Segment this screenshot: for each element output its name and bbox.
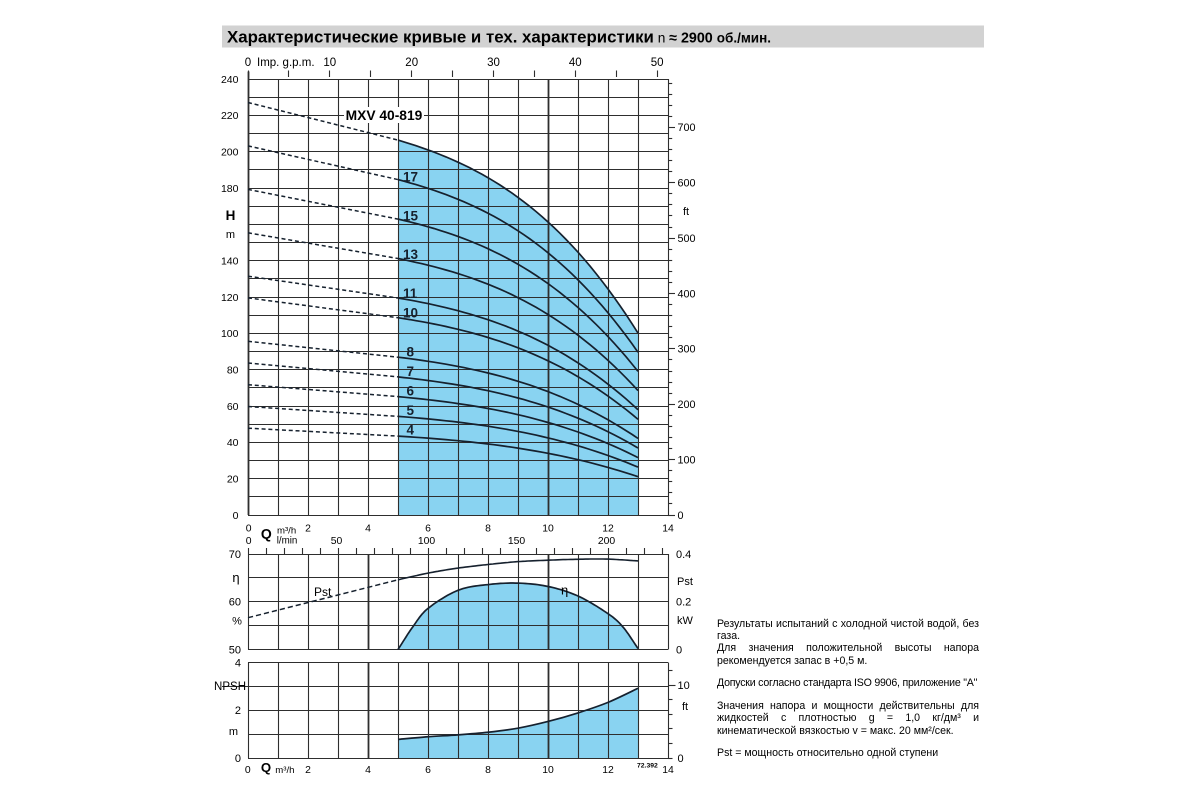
svg-text:30: 30 <box>487 57 500 69</box>
svg-text:6: 6 <box>425 523 431 534</box>
svg-text:0: 0 <box>245 57 251 69</box>
svg-text:6: 6 <box>425 765 431 776</box>
svg-text:14: 14 <box>662 765 674 776</box>
svg-text:14: 14 <box>662 523 674 534</box>
svg-text:10: 10 <box>678 680 690 692</box>
svg-text:4: 4 <box>365 523 371 534</box>
svg-text:4: 4 <box>365 765 371 776</box>
svg-text:10: 10 <box>542 765 554 776</box>
svg-text:8: 8 <box>485 523 491 534</box>
svg-text:12: 12 <box>602 523 614 534</box>
svg-text:20: 20 <box>227 474 239 486</box>
svg-text:10: 10 <box>403 306 418 321</box>
svg-text:300: 300 <box>678 344 696 356</box>
svg-text:150: 150 <box>508 536 526 547</box>
svg-text:0: 0 <box>246 523 252 534</box>
svg-text:Q: Q <box>261 760 271 775</box>
svg-text:m: m <box>229 726 238 738</box>
svg-text:ft: ft <box>682 701 688 713</box>
svg-text:NPSH: NPSH <box>214 681 246 693</box>
svg-text:0: 0 <box>678 753 684 765</box>
svg-text:0: 0 <box>233 510 239 522</box>
svg-text:0.2: 0.2 <box>676 597 691 609</box>
svg-text:7: 7 <box>407 364 415 379</box>
svg-text:400: 400 <box>678 288 696 300</box>
svg-text:5: 5 <box>407 403 415 418</box>
svg-text:200: 200 <box>598 536 616 547</box>
svg-text:6: 6 <box>407 383 415 398</box>
svg-text:0: 0 <box>676 644 682 656</box>
svg-text:500: 500 <box>678 233 696 245</box>
svg-text:220: 220 <box>221 110 239 122</box>
svg-text:100: 100 <box>678 454 696 466</box>
svg-text:180: 180 <box>221 183 239 195</box>
svg-text:Характеристические кривые и те: Характеристические кривые и тех. характе… <box>227 28 771 47</box>
svg-text:MXV 40-819: MXV 40-819 <box>346 108 423 123</box>
svg-text:kW: kW <box>677 615 694 627</box>
svg-text:20: 20 <box>405 57 418 69</box>
svg-text:2: 2 <box>235 705 241 717</box>
svg-text:0: 0 <box>235 753 241 765</box>
svg-text:m³/h: m³/h <box>275 765 294 776</box>
svg-text:η: η <box>561 583 568 598</box>
svg-text:H: H <box>226 208 236 223</box>
svg-text:Q: Q <box>261 526 272 542</box>
svg-text:Pst: Pst <box>677 576 693 588</box>
svg-text:50: 50 <box>229 644 241 656</box>
svg-text:200: 200 <box>221 147 239 159</box>
svg-text:m: m <box>226 229 235 241</box>
svg-text:50: 50 <box>651 57 664 69</box>
svg-text:200: 200 <box>678 399 696 411</box>
svg-text:70: 70 <box>229 549 241 561</box>
svg-text:0: 0 <box>678 510 684 522</box>
svg-text:ft: ft <box>683 206 689 218</box>
svg-text:40: 40 <box>227 437 239 449</box>
svg-text:60: 60 <box>229 597 241 609</box>
svg-text:0: 0 <box>246 536 252 547</box>
svg-text:m³/h: m³/h <box>277 526 296 537</box>
svg-text:100: 100 <box>221 328 239 340</box>
svg-text:0.4: 0.4 <box>676 549 691 561</box>
svg-text:8: 8 <box>485 765 491 776</box>
svg-text:2: 2 <box>305 765 311 776</box>
svg-text:12: 12 <box>602 765 614 776</box>
svg-text:50: 50 <box>331 536 343 547</box>
svg-text:72.392: 72.392 <box>637 763 658 770</box>
svg-text:120: 120 <box>221 292 239 304</box>
svg-text:l/min: l/min <box>277 535 298 546</box>
svg-text:η: η <box>232 570 239 585</box>
svg-text:10: 10 <box>542 523 554 534</box>
svg-text:100: 100 <box>418 536 436 547</box>
svg-text:4: 4 <box>235 657 241 669</box>
svg-text:0: 0 <box>245 765 251 776</box>
svg-text:40: 40 <box>569 57 582 69</box>
svg-text:240: 240 <box>221 74 239 86</box>
svg-text:4: 4 <box>407 422 415 437</box>
svg-text:Imp. g.p.m.: Imp. g.p.m. <box>257 57 315 69</box>
svg-text:Pst: Pst <box>314 585 332 599</box>
svg-text:80: 80 <box>227 365 239 377</box>
svg-text:700: 700 <box>678 122 696 134</box>
svg-text:11: 11 <box>403 286 418 301</box>
svg-text:60: 60 <box>227 401 239 413</box>
svg-text:10: 10 <box>323 57 336 69</box>
svg-text:15: 15 <box>403 208 419 223</box>
svg-text:17: 17 <box>403 169 418 184</box>
svg-text:%: % <box>232 615 242 627</box>
svg-text:600: 600 <box>678 178 696 190</box>
svg-text:2: 2 <box>305 523 311 534</box>
svg-text:140: 140 <box>221 256 239 268</box>
svg-text:8: 8 <box>407 345 415 360</box>
svg-text:13: 13 <box>403 247 419 262</box>
